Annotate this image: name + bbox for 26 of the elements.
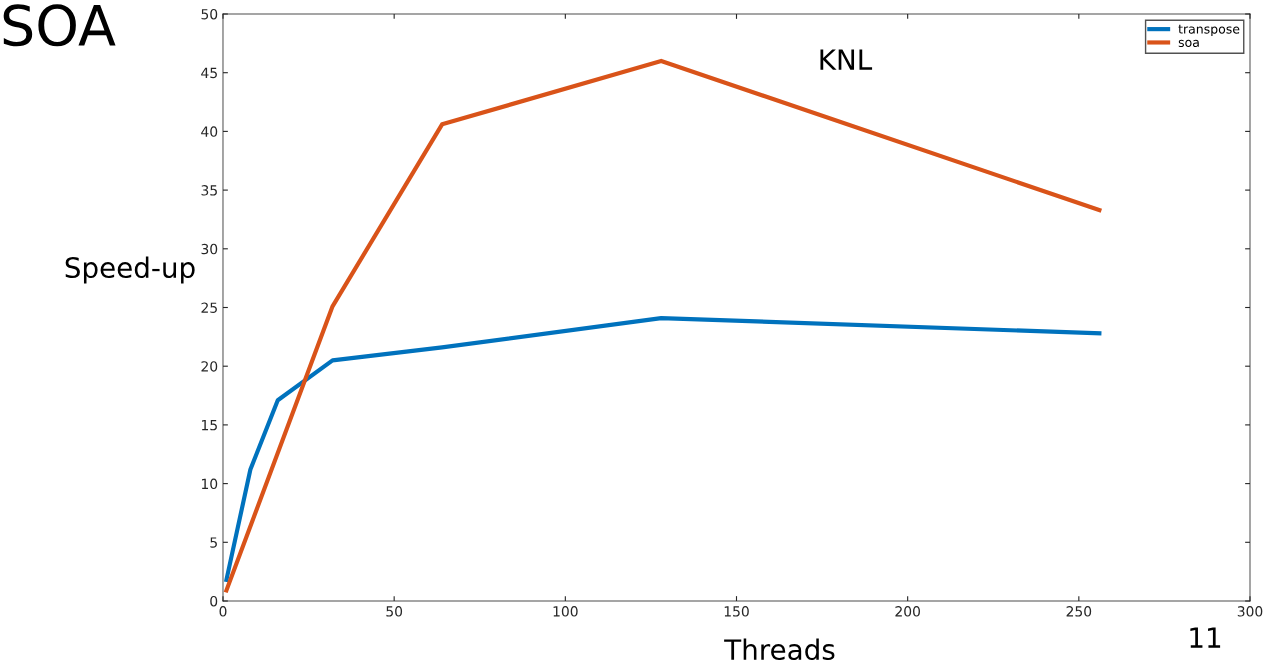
y-tick-label: 40 <box>201 126 218 137</box>
y-tick-label: 45 <box>201 67 217 79</box>
text: 11 <box>1190 627 1221 648</box>
x-tick-label: 100 <box>553 606 578 617</box>
x-tick-label: 300 <box>1237 606 1263 617</box>
legend-label: soa <box>1178 39 1199 48</box>
x-tick-label: 50 <box>386 606 403 617</box>
x-tick-label: 250 <box>1066 606 1092 617</box>
chart-title: SOA <box>3 4 116 47</box>
y-tick-label: 20 <box>201 361 218 372</box>
annotation: KNL <box>820 49 873 70</box>
y-tick-label: 15 <box>201 420 217 431</box>
x-tick-label: 0 <box>219 606 227 617</box>
y-tick-label: 50 <box>201 8 218 20</box>
y-tick-label: 5 <box>210 537 217 548</box>
x-axis-title: Threads <box>724 638 835 661</box>
y-tick-label: 30 <box>201 243 218 255</box>
x-tick-label: 200 <box>895 606 920 617</box>
y-tick-label: 10 <box>201 478 218 490</box>
y-tick-label: 35 <box>201 185 217 196</box>
y-axis-title: Speed-up <box>65 256 195 284</box>
line-series <box>224 315 1102 582</box>
y-tick-label: 0 <box>210 595 218 607</box>
x-tick-label: 150 <box>724 606 749 617</box>
y-tick-label: 25 <box>201 302 217 313</box>
legend-label: transpose <box>1178 24 1240 37</box>
